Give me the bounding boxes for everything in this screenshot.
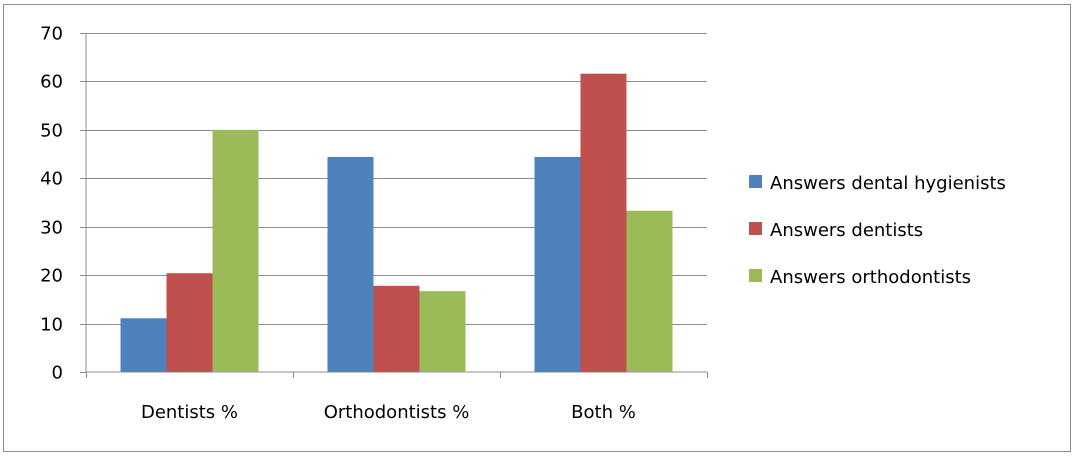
y-tick-label: 10 (40, 315, 63, 336)
legend-swatch (749, 175, 762, 188)
legend-label: Answers dental hygienists (770, 173, 1006, 194)
x-category-label: Dentists % (141, 402, 238, 423)
legend-swatch (749, 222, 762, 235)
y-tick-label: 40 (40, 169, 63, 190)
y-tick-label: 0 (52, 363, 63, 384)
y-tick-label: 70 (40, 24, 63, 45)
x-category-labels: Dentists % Orthodontists % Both % (141, 402, 636, 423)
bar (580, 73, 627, 373)
bar (373, 285, 420, 372)
bar (626, 210, 673, 372)
legend-swatch (749, 269, 762, 282)
bar (166, 273, 213, 372)
x-category-label: Both % (571, 402, 636, 423)
y-tick-labels: 0 10 20 30 40 50 60 70 (40, 24, 63, 384)
bar (419, 291, 466, 372)
bar (534, 156, 581, 372)
bar (327, 156, 374, 372)
bar (120, 318, 167, 372)
y-tick-label: 60 (40, 72, 63, 93)
x-category-label: Orthodontists % (324, 402, 470, 423)
legend: Answers dental hygienists Answers dentist… (749, 173, 1006, 288)
y-tick-label: 20 (40, 266, 63, 287)
legend-label: Answers orthodontists (770, 267, 971, 288)
y-tick-label: 50 (40, 121, 63, 142)
legend-label: Answers dentists (770, 220, 923, 241)
bars (120, 73, 673, 373)
bar (212, 129, 259, 372)
y-tick-label: 30 (40, 218, 63, 239)
